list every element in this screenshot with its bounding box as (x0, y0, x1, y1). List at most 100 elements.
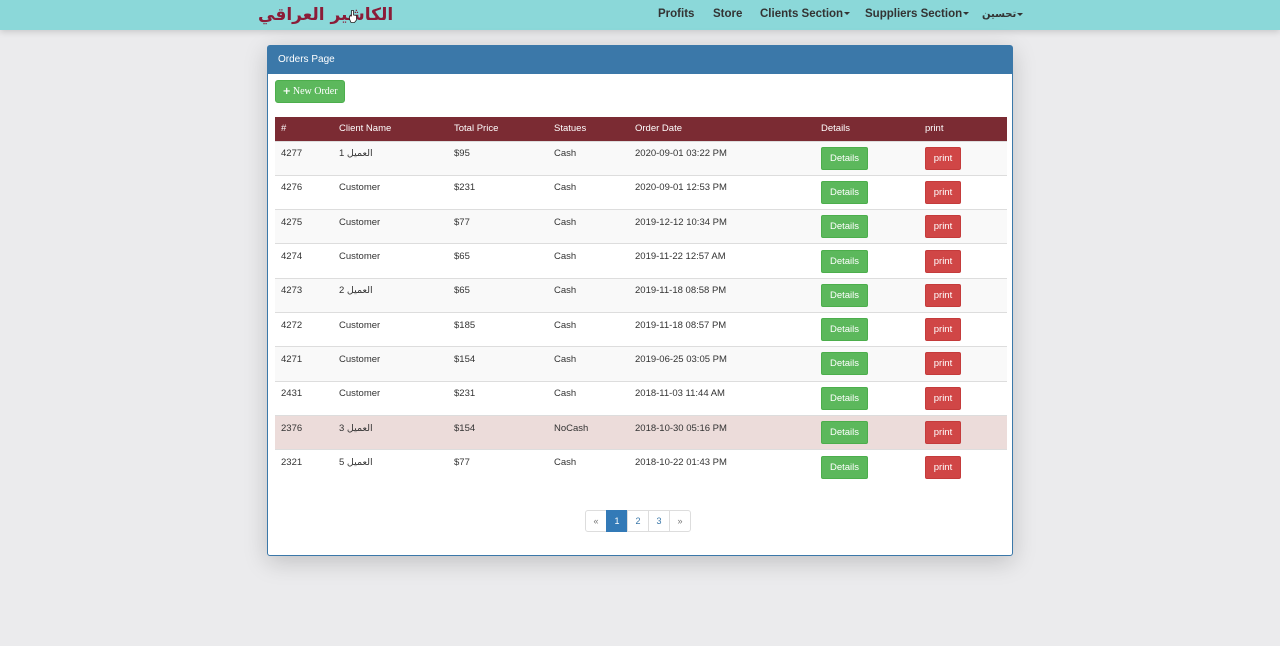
order-status: Cash (554, 148, 577, 160)
caret-down-icon (963, 12, 970, 16)
details-cell: Details (815, 278, 919, 312)
details-button[interactable]: Details (821, 249, 868, 273)
order-id: 2321 (281, 457, 303, 469)
print-button[interactable]: print (925, 455, 961, 479)
client-name: العميل 1 (339, 148, 373, 160)
table-row: 4272 Customer $185 Cash 2019-11-18 08:57 PM D… (275, 312, 1007, 347)
client-name: Customer (339, 353, 381, 365)
details-cell: Details (815, 415, 919, 449)
client-name: Customer (339, 388, 381, 400)
pagination-page-1[interactable]: 1 (606, 510, 628, 532)
details-cell: Details (815, 210, 919, 244)
print-button[interactable]: print (925, 386, 961, 410)
client-name: العميل 2 (339, 285, 373, 297)
print-button[interactable]: print (925, 180, 961, 204)
details-button[interactable]: Details (821, 421, 868, 445)
client-name: Customer (339, 216, 381, 228)
header-details: Details (821, 123, 851, 135)
print-cell: print (919, 450, 1007, 484)
print-cell: print (919, 141, 1007, 175)
details-button[interactable]: Details (821, 318, 868, 342)
print-cell: print (919, 381, 1007, 415)
print-button[interactable]: print (925, 215, 961, 239)
pagination: « 1 2 3 » (585, 510, 691, 532)
order-date: 2019-11-22 12:57 AM (635, 251, 726, 263)
table-row: 4277 العميل 1 $95 Cash 2020-09-01 03:22 PM De… (275, 141, 1007, 176)
order-date: 2020-09-01 03:22 PM (635, 148, 727, 160)
details-cell: Details (815, 450, 919, 484)
header-total-price: Total Price (454, 123, 499, 135)
order-id: 2431 (281, 388, 303, 400)
details-cell: Details (815, 141, 919, 175)
order-date: 2019-11-18 08:57 PM (635, 319, 727, 331)
order-status: Cash (554, 285, 577, 297)
new-order-button[interactable]: + New Order (275, 80, 345, 103)
orders-table: # Client Name Total Price Statues Order … (275, 117, 1007, 484)
client-name: Customer (339, 182, 381, 194)
details-button[interactable]: Details (821, 386, 868, 410)
details-button[interactable]: Details (821, 455, 868, 479)
table-row: 2431 Customer $231 Cash 2018-11-03 11:44 AM D… (275, 381, 1007, 416)
order-date: 2018-10-30 05:16 PM (635, 422, 727, 434)
orders-panel: Orders Page + New Order # Client Name Tot… (267, 45, 1013, 556)
details-button[interactable]: Details (821, 352, 868, 376)
print-button[interactable]: print (925, 146, 961, 170)
details-button[interactable]: Details (821, 283, 868, 307)
print-button[interactable]: print (925, 283, 961, 307)
total-price: $77 (454, 216, 470, 228)
details-cell: Details (815, 175, 919, 209)
details-button[interactable]: Details (821, 146, 868, 170)
details-button[interactable]: Details (821, 180, 868, 204)
total-price: $154 (454, 422, 476, 434)
total-price: $185 (454, 319, 476, 331)
print-button[interactable]: print (925, 318, 961, 342)
pagination-prev[interactable]: « (585, 510, 607, 532)
pagination-page-2[interactable]: 2 (627, 510, 649, 532)
total-price: $231 (454, 182, 476, 194)
details-cell: Details (815, 312, 919, 346)
table-row: 4271 Customer $154 Cash 2019-06-25 03:05 PM D… (275, 346, 1007, 382)
print-button[interactable]: print (925, 352, 961, 376)
order-id: 4277 (281, 148, 303, 160)
details-button[interactable]: Details (821, 215, 868, 239)
print-button[interactable]: print (925, 421, 961, 445)
print-button[interactable]: print (925, 249, 961, 273)
order-id: 4272 (281, 319, 303, 331)
print-cell: print (919, 244, 1007, 278)
total-price: $95 (454, 148, 470, 160)
nav-user-menu[interactable]: تحسين (982, 0, 1024, 30)
order-id: 4271 (281, 353, 303, 365)
total-price: $231 (454, 388, 476, 400)
print-cell: print (919, 210, 1007, 244)
client-name: العميل 5 (339, 457, 373, 469)
nav-store[interactable]: Store (713, 8, 743, 20)
nav-suppliers-section[interactable]: Suppliers Section (865, 0, 970, 30)
table-row: 4274 Customer $65 Cash 2019-11-22 12:57 AM De… (275, 243, 1007, 279)
total-price: $65 (454, 251, 470, 263)
brand-logo[interactable]: الكاشير العراقي (258, 5, 394, 25)
pagination-page-3[interactable]: 3 (648, 510, 670, 532)
order-status: Cash (554, 251, 577, 263)
table-header-row: # Client Name Total Price Statues Order … (275, 117, 1007, 141)
table-row: 4275 Customer $77 Cash 2019-12-12 10:34 PM De… (275, 209, 1007, 244)
client-name: Customer (339, 319, 381, 331)
nav-profits[interactable]: Profits (658, 8, 695, 20)
panel-title: Orders Page (268, 46, 1012, 74)
print-cell: print (919, 312, 1007, 346)
order-status: Cash (554, 182, 577, 194)
order-status: Cash (554, 457, 577, 469)
header-order-date: Order Date (635, 123, 682, 135)
print-cell: print (919, 278, 1007, 312)
order-date: 2018-10-22 01:43 PM (635, 457, 727, 469)
order-date: 2018-11-03 11:44 AM (635, 388, 725, 400)
order-date: 2019-11-18 08:58 PM (635, 285, 727, 297)
nav-clients-section[interactable]: Clients Section (760, 0, 851, 30)
client-name: العميل 3 (339, 422, 373, 434)
pagination-next[interactable]: » (669, 510, 691, 532)
order-status: Cash (554, 388, 577, 400)
table-row: 4273 العميل 2 $65 Cash 2019-11-18 08:58 PM De… (275, 278, 1007, 313)
order-status: Cash (554, 353, 577, 365)
print-cell: print (919, 175, 1007, 209)
total-price: $65 (454, 285, 470, 297)
print-cell: print (919, 347, 1007, 381)
